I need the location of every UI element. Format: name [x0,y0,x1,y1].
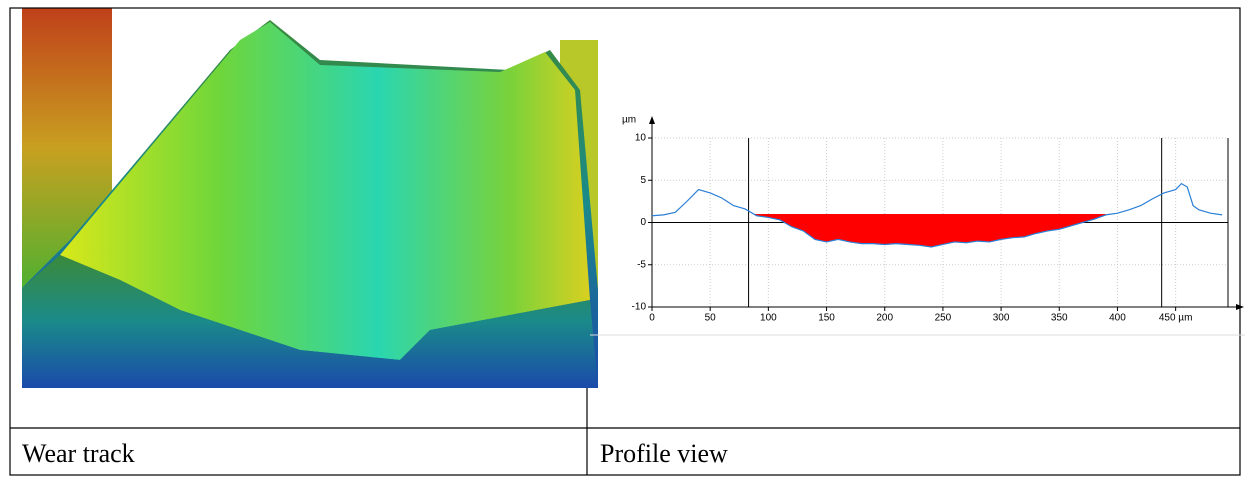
x-tick-label: 50 [705,313,717,324]
y-tick-label: -10 [632,302,647,313]
y-axis-arrow [649,116,655,124]
y-tick-label: -5 [637,259,646,270]
x-tick-label: 150 [818,313,835,324]
y-tick-label: 5 [640,175,646,186]
y-axis-label: µm [622,115,636,126]
caption: Profile view [600,439,728,468]
y-tick-label: 0 [640,217,646,228]
wear-area [754,214,1106,248]
x-tick-label: 300 [993,313,1010,324]
x-axis-arrow [1236,304,1244,310]
x-tick-label: 100 [760,313,777,324]
x-tick-label: 350 [1051,313,1068,324]
y-tick-label: 10 [635,133,647,144]
caption: Wear track [22,439,135,468]
profile-line [651,182,1223,248]
x-tick-label: 200 [876,313,893,324]
x-tick-label: 400 [1109,313,1126,324]
x-tick-label: 450 µm [1159,313,1193,324]
x-tick-label: 250 [935,313,952,324]
x-tick-label: 0 [649,313,655,324]
wear-track-image [22,8,598,388]
table-borders [9,7,1241,476]
